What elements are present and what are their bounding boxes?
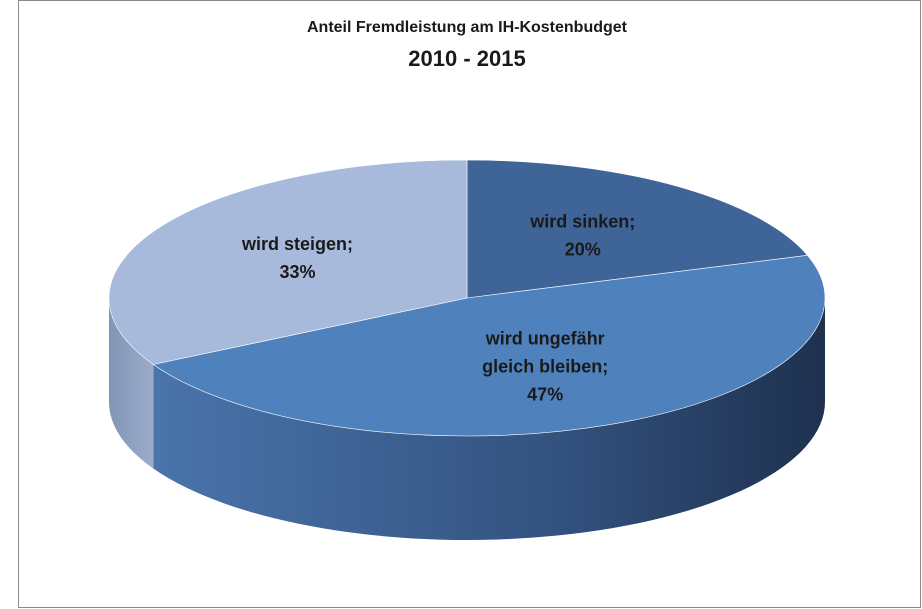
pie [108,159,826,540]
chart-subtitle: 2010 - 2015 [408,46,525,71]
pie-side [153,298,825,540]
value-label: 33% [280,262,316,282]
pie-slice [466,159,809,299]
value-label: 47% [527,384,563,404]
chart-title: Anteil Fremdleistung am IH-Kostenbudget [307,19,628,36]
category-label: wird steigen; [241,234,353,254]
pie-slice [108,159,468,365]
value-label: 20% [565,239,601,259]
pie-slice [152,255,826,437]
category-label: wird ungefähr gleich bleiben; [482,328,608,376]
category-label: wird sinken; [529,211,635,231]
pie-side [109,298,154,469]
